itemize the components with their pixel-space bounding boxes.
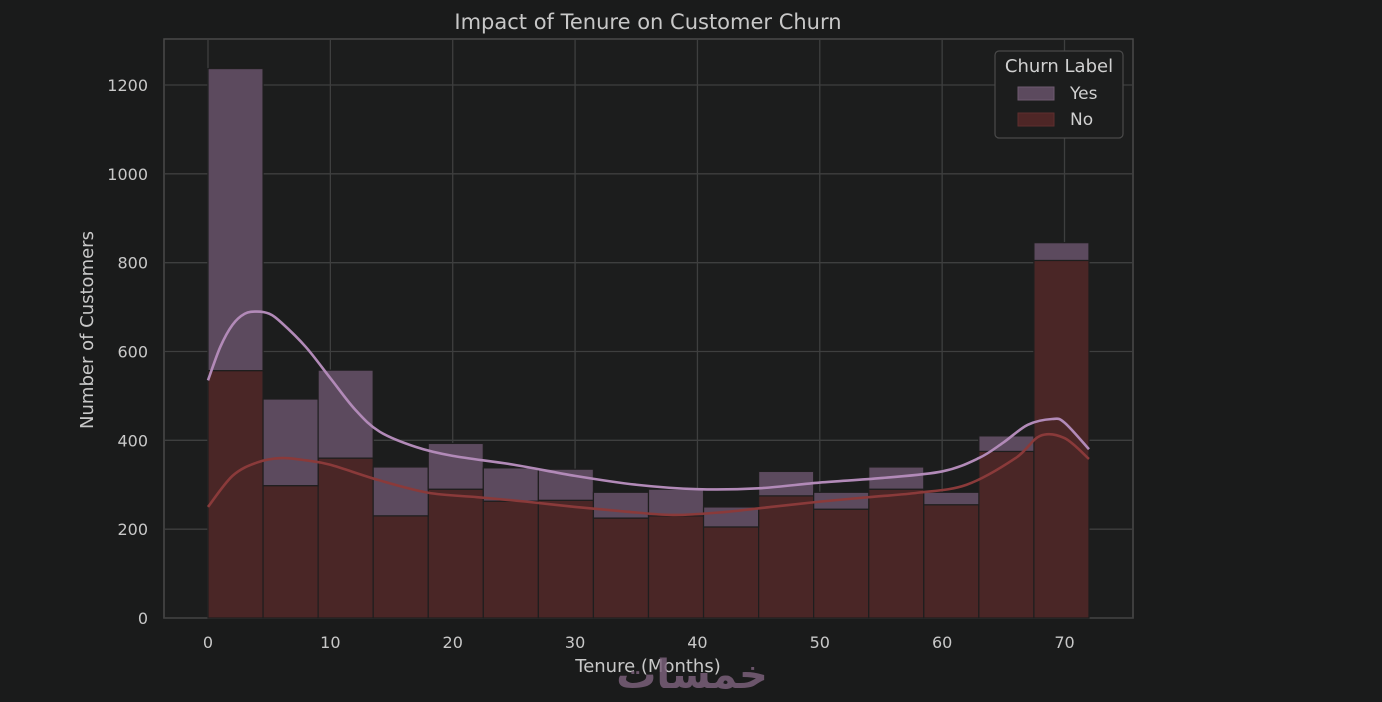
bar-yes-13 xyxy=(923,491,980,506)
x-tick-label-0: 0 xyxy=(203,633,213,652)
bar-no-12 xyxy=(868,488,925,619)
bar-yes-7 xyxy=(592,491,650,519)
bar-no-1 xyxy=(262,485,319,619)
y-tick-label-3: 600 xyxy=(117,343,148,362)
bar-no-4 xyxy=(427,488,484,619)
legend-swatch-yes xyxy=(1017,86,1055,101)
bar-no-11 xyxy=(813,508,870,619)
bar-yes-15 xyxy=(1033,242,1090,262)
bar-no-10 xyxy=(758,495,815,619)
x-tick-label-2: 20 xyxy=(443,633,463,652)
x-tick-label-6: 60 xyxy=(932,633,952,652)
y-axis-ticks: 0 200 400 600 800 1000 1200 xyxy=(107,76,148,628)
x-tick-label-4: 40 xyxy=(687,633,707,652)
kde-curves xyxy=(206,310,1090,517)
x-tick-label-3: 30 xyxy=(565,633,585,652)
bar-yes-14 xyxy=(978,435,1035,453)
bar-no-2 xyxy=(317,457,374,619)
y-axis-title: Number of Customers xyxy=(77,231,98,429)
watermark: خمسات xyxy=(616,652,768,698)
legend-swatch-no xyxy=(1017,112,1055,127)
y-tick-label-1: 200 xyxy=(117,520,148,539)
x-tick-label-5: 50 xyxy=(810,633,830,652)
legend-label-yes: Yes xyxy=(1069,84,1098,104)
y-tick-label-6: 1200 xyxy=(107,76,148,95)
bar-no-13 xyxy=(923,504,980,619)
chart-title: Impact of Tenure on Customer Churn xyxy=(454,10,841,34)
bar-yes-8 xyxy=(647,488,705,517)
y-tick-label-5: 1000 xyxy=(107,165,148,184)
bar-no-14 xyxy=(978,450,1035,619)
bar-yes-2 xyxy=(317,369,374,459)
legend-label-no: No xyxy=(1070,110,1093,130)
y-tick-label-4: 800 xyxy=(117,254,148,273)
y-tick-label-0: 0 xyxy=(138,609,148,628)
bar-no-9 xyxy=(702,526,760,619)
bar-no-8 xyxy=(647,515,705,619)
kde-line-no xyxy=(206,432,1090,517)
bar-no-7 xyxy=(592,517,650,619)
legend: Churn Label Yes No xyxy=(994,50,1124,139)
legend-title: Churn Label xyxy=(1005,56,1113,77)
x-axis-ticks: 0 10 20 30 40 50 60 70 xyxy=(203,633,1075,652)
plot-area xyxy=(163,38,1134,619)
bar-yes-0 xyxy=(207,67,264,372)
y-tick-label-2: 400 xyxy=(117,431,148,450)
x-axis-title: Tenure (Months) xyxy=(574,656,720,677)
kde-line-yes xyxy=(206,310,1090,491)
bar-no-5 xyxy=(482,500,539,619)
x-tick-label-1: 10 xyxy=(320,633,340,652)
bar-yes-1 xyxy=(262,398,319,487)
bar-no-6 xyxy=(537,499,595,619)
x-tick-label-7: 70 xyxy=(1054,633,1074,652)
bar-no-3 xyxy=(372,515,429,619)
bar-yes-5 xyxy=(482,467,539,502)
bar-yes-4 xyxy=(427,442,484,490)
